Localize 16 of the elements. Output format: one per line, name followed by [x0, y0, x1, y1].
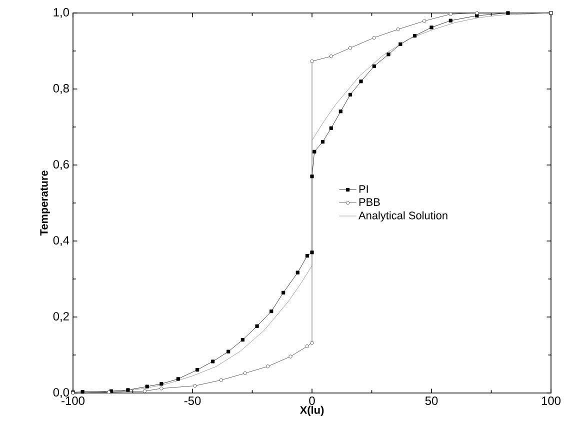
legend-label: PBB	[359, 198, 380, 206]
y-tick-label: 0,2	[53, 312, 69, 322]
x-axis-title: X(lu)	[300, 406, 324, 416]
legend-label: Analytical Solution	[358, 211, 448, 222]
y-axis-title: Temperature	[40, 170, 50, 236]
y-tick-label: 0,8	[53, 84, 69, 94]
y-tick-label: 0,6	[53, 160, 69, 170]
y-tick-label: 0,0	[53, 388, 70, 398]
y-tick-label: 1,0	[54, 8, 70, 18]
x-tick-label: -100	[62, 396, 84, 405]
x-tick-label: 50	[425, 396, 438, 405]
legend-label: PI	[359, 185, 368, 193]
x-tick-label: 0	[309, 396, 315, 405]
x-tick-label: -50	[184, 396, 201, 405]
x-tick-label: 100	[542, 396, 561, 405]
y-tick-label: 0,4	[53, 236, 70, 246]
